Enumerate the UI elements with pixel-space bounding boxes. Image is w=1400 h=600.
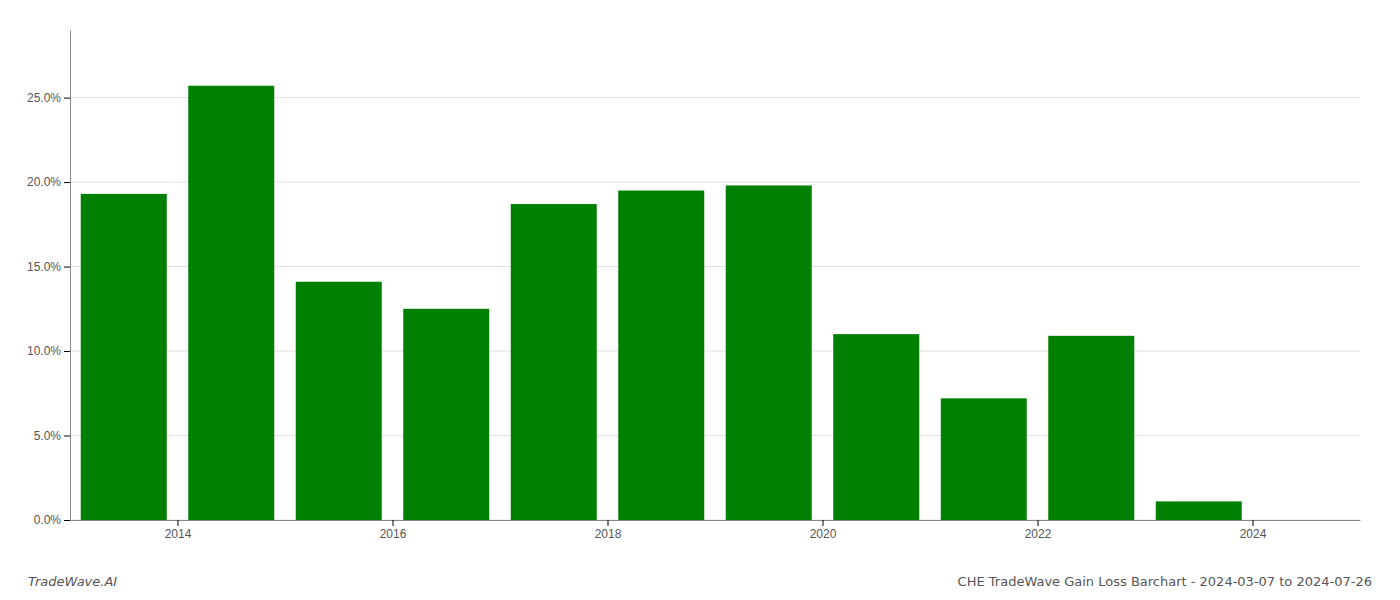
tick: 2022 — [1025, 520, 1052, 541]
tick: 5.0% — [34, 429, 70, 443]
bar — [1048, 336, 1134, 520]
chart: 0.0% 5.0% 10.0% 15.0% 20.0% 25.0% 2014 2016 2018… — [0, 0, 1400, 600]
tick-mark — [64, 520, 70, 521]
title: CHE TradeWave Gain Loss Barchart - 2024-… — [958, 574, 1372, 589]
x-axis: 2014 2016 2018 2020 2022 2024 — [71, 520, 1361, 541]
tick-label: 2022 — [1025, 527, 1052, 541]
bar — [618, 191, 704, 520]
tick-mark — [64, 98, 70, 99]
bar — [1156, 501, 1242, 520]
bar — [81, 194, 167, 520]
tick: 0.0% — [34, 513, 70, 527]
bar — [511, 204, 597, 520]
tick-mark — [1253, 520, 1254, 526]
tick: 10.0% — [27, 344, 70, 358]
tick-label: 25.0% — [27, 91, 61, 105]
annotation: TradeWave.AI — [28, 574, 117, 589]
tick-mark — [823, 520, 824, 526]
axis-line — [70, 31, 71, 521]
tick: 15.0% — [27, 260, 70, 274]
tick-mark — [393, 520, 394, 526]
tick-label: 5.0% — [34, 429, 62, 443]
tick-mark — [608, 520, 609, 526]
bar — [941, 398, 1027, 520]
tick-label: 10.0% — [27, 344, 61, 358]
tick: 20.0% — [27, 175, 70, 189]
tick-mark — [64, 182, 70, 183]
tick: 25.0% — [27, 91, 70, 105]
tick-label: 2016 — [380, 527, 407, 541]
tick-mark — [1038, 520, 1039, 526]
tick-label: 2018 — [595, 527, 622, 541]
axis-line — [71, 520, 1361, 521]
tick-label: 2024 — [1240, 527, 1267, 541]
tick: 2020 — [810, 520, 837, 541]
tick-mark — [64, 436, 70, 437]
tick-mark — [178, 520, 179, 526]
tick-mark — [64, 267, 70, 268]
bar — [188, 86, 274, 520]
tick-label: 20.0% — [27, 175, 61, 189]
tick-label: 2014 — [165, 527, 192, 541]
tick: 2016 — [380, 520, 407, 541]
bar — [833, 334, 919, 520]
plot: 0.0% 5.0% 10.0% 15.0% 20.0% 25.0% 2014 2016 2018… — [27, 31, 1361, 541]
tick-mark — [64, 351, 70, 352]
tick: 2018 — [595, 520, 622, 541]
tick: 2014 — [165, 520, 192, 541]
tick-label: 2020 — [810, 527, 837, 541]
tick: 2024 — [1240, 520, 1267, 541]
y-axis: 0.0% 5.0% 10.0% 15.0% 20.0% 25.0% — [27, 31, 71, 528]
bars — [81, 86, 1242, 520]
tick-label: 15.0% — [27, 260, 61, 274]
tick-label: 0.0% — [34, 513, 62, 527]
bar — [296, 282, 382, 520]
bar — [403, 309, 489, 520]
bar — [726, 185, 812, 520]
chart-container: 0.0% 5.0% 10.0% 15.0% 20.0% 25.0% 2014 2016 2018… — [0, 0, 1400, 600]
